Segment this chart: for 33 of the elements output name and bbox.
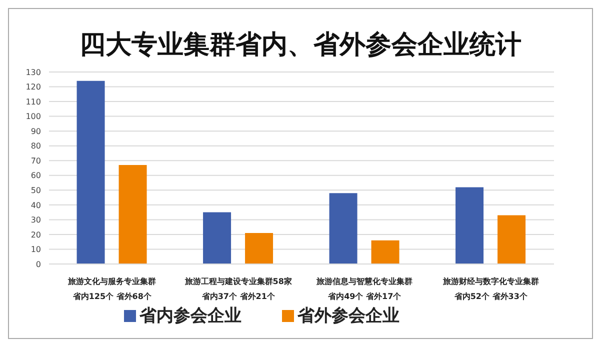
legend-label: 省内参会企业 <box>140 306 242 326</box>
y-tick-label: 60 <box>30 171 41 180</box>
bar <box>329 193 358 264</box>
chart-title: 四大专业集群省内、省外参会企业统计 <box>78 29 522 62</box>
bar <box>203 212 232 264</box>
bar <box>245 232 274 264</box>
text: 省内52个 省外33个 <box>453 292 528 301</box>
y-tick-label: 130 <box>26 68 41 77</box>
text: 省内49个 省外17个 <box>327 292 402 301</box>
x-tick-label: 旅游文化与服务专业集群 <box>67 277 156 286</box>
x-tick-label: 旅游财经与数字化专业集群 <box>442 276 539 286</box>
y-tick-label: 30 <box>30 216 41 225</box>
bar <box>76 80 105 264</box>
y-tick-label: 0 <box>36 260 41 269</box>
bar <box>118 165 147 264</box>
y-tick-label: 10 <box>30 245 41 254</box>
bar <box>498 215 526 264</box>
x-tick-label: 旅游工程与建设专业集群58家 <box>184 276 292 286</box>
y-tick-label: 100 <box>26 112 41 122</box>
y-tick-label: 70 <box>30 156 41 166</box>
y-tick-label: 40 <box>30 200 41 210</box>
y-tick-label: 90 <box>30 126 41 136</box>
bar <box>371 240 400 264</box>
legend-label: 省外参会企业 <box>298 306 400 326</box>
y-tick-label: 110 <box>26 97 41 106</box>
y-tick-label: 120 <box>26 82 41 92</box>
y-tick-label: 50 <box>30 186 41 195</box>
y-tick-label: 20 <box>30 230 41 240</box>
text: 省内37个 省外21个 <box>200 292 276 301</box>
x-tick-label: 旅游信息与智慧化专业集群 <box>316 277 413 286</box>
bar <box>456 187 484 264</box>
y-tick-label: 80 <box>30 142 41 151</box>
text: 省内125个 省外68个 <box>72 292 152 301</box>
